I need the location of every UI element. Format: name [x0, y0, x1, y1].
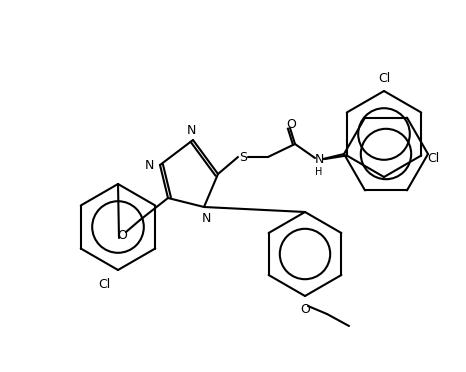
Text: N: N	[186, 124, 196, 137]
Text: S: S	[239, 151, 247, 164]
Text: N: N	[144, 158, 154, 171]
Text: Cl: Cl	[427, 152, 439, 165]
Text: Cl: Cl	[98, 278, 110, 291]
Text: O: O	[286, 118, 296, 131]
Text: O: O	[300, 303, 310, 316]
Text: O: O	[117, 228, 127, 241]
Text: N: N	[201, 212, 211, 225]
Text: Cl: Cl	[378, 72, 390, 85]
Text: H: H	[315, 167, 322, 177]
Text: N: N	[314, 153, 324, 166]
